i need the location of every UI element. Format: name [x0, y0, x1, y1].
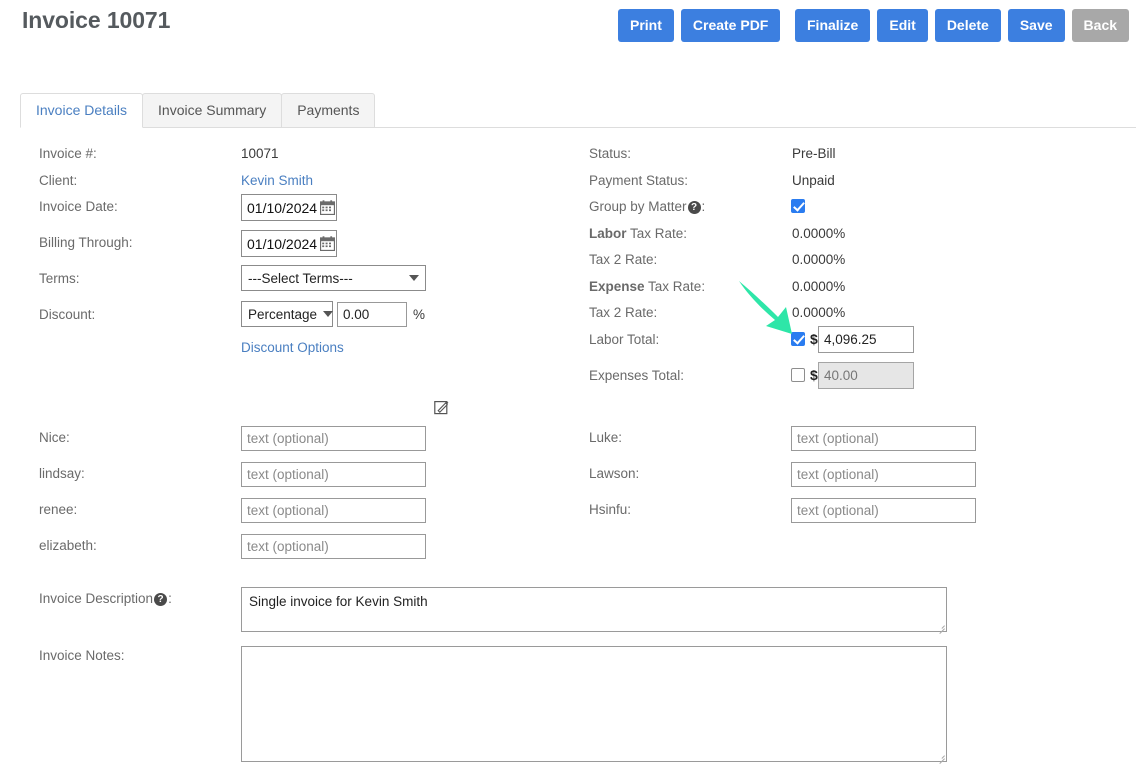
delete-button[interactable]: Delete	[934, 9, 1001, 42]
status-value: Pre-Bill	[792, 146, 836, 161]
invoice-description-label: Invoice Description?:	[39, 591, 172, 606]
tab-payments[interactable]: Payments	[281, 93, 376, 128]
custom-field-input-renee[interactable]	[241, 498, 426, 523]
labor-tax-rate-value: 0.0000%	[792, 226, 846, 241]
payment-status-label: Payment Status:	[589, 173, 689, 188]
labor-total-input[interactable]	[818, 326, 914, 353]
expenses-total-currency: $	[810, 367, 818, 383]
group-by-matter-text: Group by Matter	[589, 199, 687, 214]
discount-percent-symbol: %	[413, 307, 426, 322]
invoice-date-field[interactable]: 01/10/2024	[241, 194, 337, 221]
edit-button[interactable]: Edit	[877, 9, 928, 42]
labor-total-currency: $	[810, 331, 818, 347]
tab-bottom-divider	[20, 127, 1136, 128]
expenses-total-checkbox[interactable]	[791, 368, 805, 382]
back-button[interactable]: Back	[1071, 9, 1130, 42]
labor-total-label: Labor Total:	[589, 332, 660, 347]
group-by-matter-checkbox[interactable]	[791, 199, 805, 213]
print-button[interactable]: Print	[618, 9, 674, 42]
expense-tax-rate-text: Tax Rate:	[644, 279, 706, 294]
invoice-date-value: 01/10/2024	[247, 199, 318, 216]
edit-pencil-icon[interactable]	[434, 399, 450, 415]
invoice-description-textarea[interactable]: Single invoice for Kevin Smith	[241, 587, 947, 632]
custom-field-label-luke: Luke:	[589, 430, 623, 445]
expense-tax2-label: Tax 2 Rate:	[589, 305, 658, 320]
invoice-date-label: Invoice Date:	[39, 199, 118, 214]
header-actions-left: Print Create PDF	[618, 9, 781, 42]
billing-through-value: 01/10/2024	[247, 235, 318, 252]
invoice-number-value: 10071	[241, 146, 279, 161]
discount-type-select[interactable]: Percentage	[241, 301, 334, 327]
create-pdf-button[interactable]: Create PDF	[680, 9, 781, 42]
terms-select[interactable]: ---Select Terms---	[241, 265, 426, 291]
billing-through-label: Billing Through:	[39, 235, 133, 250]
custom-field-label-lindsay: lindsay:	[39, 466, 85, 481]
custom-field-label-lawson: Lawson:	[589, 466, 640, 481]
expense-tax-rate-label: Expense Tax Rate:	[589, 279, 705, 294]
page-title: Invoice 10071	[22, 7, 171, 33]
chevron-down-icon	[409, 275, 419, 281]
terms-label: Terms:	[39, 271, 80, 286]
custom-field-label-renee: renee:	[39, 502, 78, 517]
help-icon[interactable]: ?	[687, 201, 701, 214]
custom-field-input-luke[interactable]	[791, 426, 976, 451]
invoice-number-label: Invoice #:	[39, 146, 97, 161]
labor-tax-rate-strong: Labor	[589, 226, 627, 241]
custom-field-label-nice: Nice:	[39, 430, 70, 445]
finalize-button[interactable]: Finalize	[795, 9, 871, 42]
terms-selected-value: ---Select Terms---	[248, 270, 353, 286]
custom-field-input-nice[interactable]	[241, 426, 426, 451]
help-icon[interactable]: ?	[154, 593, 168, 606]
invoice-description-colon: :	[168, 591, 172, 606]
status-label: Status:	[589, 146, 632, 161]
labor-tax2-label: Tax 2 Rate:	[589, 252, 658, 267]
expense-tax-rate-value: 0.0000%	[792, 279, 846, 294]
header-actions-right: Finalize Edit Delete Save Back	[795, 9, 1130, 42]
discount-amount-input[interactable]	[337, 302, 407, 327]
payment-status-value: Unpaid	[792, 173, 835, 188]
invoice-notes-textarea[interactable]	[241, 646, 947, 762]
invoice-description-text: Invoice Description	[39, 591, 154, 606]
tab-bar: Invoice Details Invoice Summary Payments	[0, 90, 1136, 128]
client-link[interactable]: Kevin Smith	[241, 173, 314, 188]
chevron-down-icon	[323, 311, 334, 317]
save-button[interactable]: Save	[1007, 9, 1065, 42]
custom-field-input-hsinfu[interactable]	[791, 498, 976, 523]
custom-field-input-elizabeth[interactable]	[241, 534, 426, 559]
discount-options-link[interactable]: Discount Options	[241, 340, 344, 355]
custom-field-input-lindsay[interactable]	[241, 462, 426, 487]
labor-tax2-value: 0.0000%	[792, 252, 846, 267]
tab-invoice-summary[interactable]: Invoice Summary	[142, 93, 283, 128]
labor-tax-rate-label: Labor Tax Rate:	[589, 226, 687, 241]
custom-field-label-hsinfu: Hsinfu:	[589, 502, 632, 517]
discount-label: Discount:	[39, 307, 96, 322]
invoice-notes-label: Invoice Notes:	[39, 648, 125, 663]
expenses-total-input	[818, 362, 914, 389]
calendar-icon[interactable]	[320, 236, 336, 251]
tab-invoice-details[interactable]: Invoice Details	[20, 93, 144, 128]
custom-field-label-elizabeth: elizabeth:	[39, 538, 97, 553]
custom-field-input-lawson[interactable]	[791, 462, 976, 487]
group-by-matter-colon: :	[701, 199, 706, 214]
group-by-matter-label: Group by Matter?:	[589, 199, 705, 214]
expense-tax-rate-strong: Expense	[589, 279, 645, 294]
discount-type-value: Percentage	[248, 306, 318, 322]
expenses-total-label: Expenses Total:	[589, 368, 685, 383]
billing-through-field[interactable]: 01/10/2024	[241, 230, 337, 257]
labor-tax-rate-text: Tax Rate:	[626, 226, 688, 241]
calendar-icon[interactable]	[320, 200, 336, 215]
page-header: Invoice 10071 Print Create PDF Finalize …	[0, 0, 1136, 57]
expense-tax2-value: 0.0000%	[792, 305, 846, 320]
labor-total-checkbox[interactable]	[791, 332, 805, 346]
client-label: Client:	[39, 173, 78, 188]
